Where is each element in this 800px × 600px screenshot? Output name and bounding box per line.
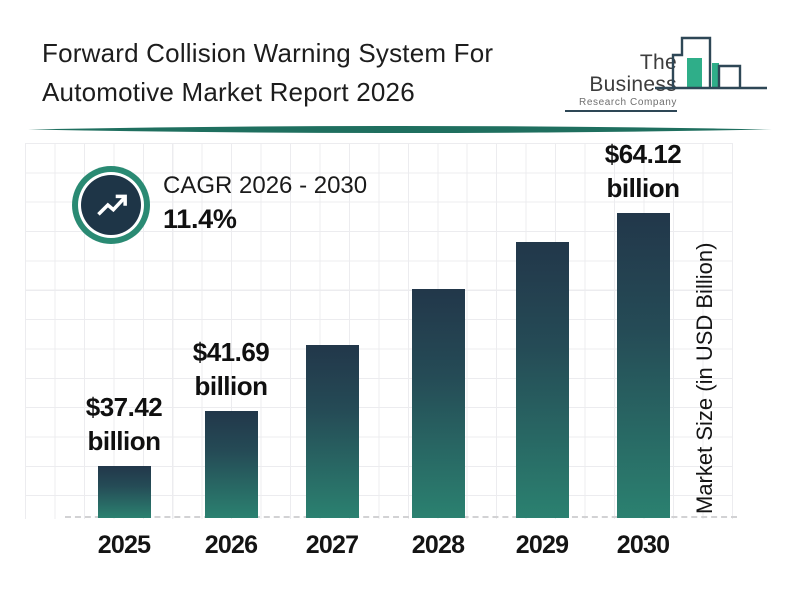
x-axis-tick-2030: 2030: [616, 531, 670, 559]
bar-value-label-2026: $41.69 billion: [156, 335, 306, 403]
logo-subname: Research Company: [579, 97, 677, 108]
x-axis-tick-2029: 2029: [515, 531, 569, 559]
logo-bars-icon: [655, 36, 767, 90]
x-axis-tick-2025: 2025: [97, 531, 151, 559]
x-axis-tick-2027: 2027: [305, 531, 359, 559]
bar-value-amount: $37.42: [85, 392, 163, 422]
trend-up-icon: [81, 175, 141, 235]
bar-value-label-2030: $64.12 billion: [568, 137, 718, 205]
bar-value-label-2025: $37.42 billion: [49, 390, 199, 458]
bar-value-unit: billion: [194, 371, 268, 401]
divider-swoosh: [28, 126, 772, 133]
bar-2025: [97, 466, 151, 518]
cagr-block: CAGR 2026 - 2030 11.4%: [163, 172, 367, 234]
trend-arrow-graphic: [97, 194, 127, 216]
company-logo: The Business Research Company: [560, 30, 780, 112]
x-axis-baseline: [65, 516, 737, 518]
bar-value-amount: $64.12: [604, 139, 682, 169]
bar-value-unit: billion: [87, 426, 161, 456]
cagr-value: 11.4%: [163, 204, 237, 234]
bar-2030: [616, 213, 670, 518]
page-title-line2: Automotive Market Report 2026: [42, 77, 415, 107]
x-axis-tick-2028: 2028: [411, 531, 465, 559]
x-axis-tick-2026: 2026: [204, 531, 258, 559]
bar-2027: [305, 345, 359, 518]
page-title-line1: Forward Collision Warning System For: [42, 38, 494, 68]
logo-wordmark: The Business Research Company: [565, 52, 677, 112]
chart-grid: [25, 143, 733, 519]
logo-name: The Business: [589, 51, 677, 96]
bar-value-amount: $41.69: [192, 337, 270, 367]
bar-2029: [515, 242, 569, 518]
cagr-label: CAGR 2026 - 2030: [163, 172, 368, 199]
page-title: Forward Collision Warning System For Aut…: [42, 34, 493, 112]
y-axis-label: Market Size (in USD Billion): [692, 242, 717, 514]
bar-2028: [411, 289, 465, 518]
bar-value-unit: billion: [606, 173, 680, 203]
bar-2026: [204, 411, 258, 518]
